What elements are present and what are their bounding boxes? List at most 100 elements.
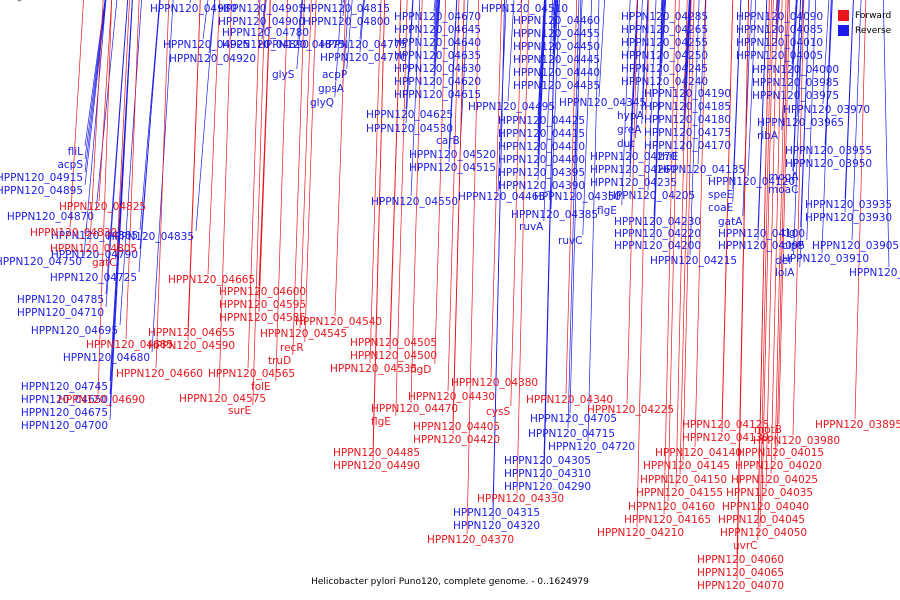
leader-line	[667, 0, 680, 502]
forward-gene-label: HPPN120_04370	[427, 534, 514, 546]
leader-line	[492, 0, 505, 521]
leader-line	[543, 0, 556, 482]
leader-line	[202, 0, 209, 40]
leader-line	[510, 0, 523, 407]
leader-line	[155, 0, 170, 369]
forward-gene-label: HPPN120_04665	[168, 274, 255, 286]
leader-line	[460, 0, 469, 136]
reverse-gene-label: moaC	[768, 184, 798, 196]
reverse-gene-label: HPPN120_04205	[608, 190, 695, 202]
leader-line	[565, 0, 578, 395]
forward-gene-label: HPPN120_04420	[413, 434, 500, 446]
reverse-gene-label: HPPN120_04270	[590, 151, 677, 163]
leader-line	[641, 0, 649, 125]
reverse-gene-label: def	[775, 255, 792, 267]
forward-gene-label: uvrC	[733, 540, 758, 552]
reverse-gene-label: carB	[436, 135, 460, 147]
reverse-gene-label: HPPN120_04175	[644, 127, 731, 139]
leader-line	[433, 0, 439, 64]
leader-line	[776, 0, 789, 448]
leader-line	[372, 0, 386, 461]
leader-line	[550, 0, 560, 210]
forward-gene-label: HPPN120_04535	[330, 363, 417, 375]
reverse-gene-label: HPPN120_04890	[222, 39, 309, 51]
forward-gene-label: HPPN120_04025	[731, 474, 818, 486]
leader-line	[682, 0, 691, 152]
leader-line	[882, 0, 890, 268]
reverse-gene-label: HPPN120_03970	[783, 104, 870, 116]
leader-line	[89, 0, 104, 244]
forward-gene-label: HPPN120_04500	[350, 350, 437, 362]
leader-line	[448, 0, 458, 163]
reverse-gene-label: ribA	[757, 130, 779, 142]
forward-gene-label: HPPN120_04655	[148, 327, 235, 339]
leader-line	[660, 0, 666, 64]
reverse-gene-label: HPPN120_04680	[63, 352, 150, 364]
reverse-gene-label: ruvC	[558, 235, 583, 247]
forward-gene-label: motB	[754, 424, 782, 436]
reverse-gene-label: HPPN120_04675	[21, 407, 108, 419]
reverse-gene-label: HPPN120_04090	[736, 11, 823, 23]
forward-gene-label: HPPN120_04575	[179, 393, 266, 405]
leader-line	[292, 0, 305, 356]
reverse-gene-label: HPPN120_04465	[458, 191, 545, 203]
leader-line	[299, 0, 312, 329]
reverse-gene-label: HPPN120_04745	[21, 381, 108, 393]
leader-line	[793, 0, 804, 256]
leader-line	[433, 0, 440, 77]
leader-line	[598, 0, 605, 98]
leader-line	[433, 0, 439, 51]
leader-line	[105, 0, 129, 308]
leader-line	[497, 0, 507, 192]
leader-line	[537, 0, 546, 142]
leader-line	[187, 0, 201, 341]
leader-line	[359, 0, 365, 53]
reverse-gene-label: tig	[782, 227, 796, 239]
leader-line	[405, 0, 414, 110]
reverse-gene-label: fliL	[68, 146, 84, 158]
reverse-gene-label: HPPN120_04455	[513, 28, 600, 40]
reverse-gene-label: HPPN120_04100	[718, 228, 805, 240]
reverse-gene-label: glyQ	[310, 97, 334, 109]
reverse-gene-label: HPPN120_04650	[21, 394, 108, 406]
leader-line	[582, 0, 593, 236]
leader-line	[765, 0, 778, 488]
forward-gene-label: HPPN120_04805	[50, 243, 137, 255]
leader-line	[151, 0, 174, 353]
forward-gene-label: recR	[280, 342, 304, 354]
reverse-gene-label: HPPN120_04255	[621, 37, 708, 49]
gene-labels: HPPN120_04980HPPN120_04905HPPN120_04900H…	[0, 3, 900, 592]
leader-line	[799, 0, 810, 268]
legend-reverse: Reverse	[838, 23, 891, 38]
forward-gene-label: HPPN120_04505	[350, 337, 437, 349]
leader-line	[369, 0, 382, 364]
reverse-gene-label: HPPN120_04530	[366, 123, 453, 135]
reverse-gene-label: HPPN120_04445	[513, 54, 600, 66]
leader-line	[410, 0, 423, 404]
reverse-gene-label: HPPN120_03905	[812, 240, 899, 252]
reverse-gene-label: HPPN120_04285	[621, 11, 708, 23]
forward-gene-label: HPPN120_03895	[815, 419, 900, 431]
leader-line	[543, 0, 553, 222]
reverse-gene-label: HPPN120_04260	[590, 164, 677, 176]
forward-gene-label: HPPN120_04830	[30, 227, 117, 239]
reverse-gene-label: HPPN120_04010	[736, 37, 823, 49]
reverse-gene-label: mogA	[768, 171, 799, 183]
reverse-gene-label: glyS	[272, 69, 295, 81]
label-leader-lines	[69, 0, 890, 581]
forward-gene-label: HPPN120_04340	[526, 394, 613, 406]
leader-line	[395, 0, 408, 417]
forward-gene-label: HPPN120_04690	[58, 394, 145, 406]
reverse-gene-label: HPPN120_04235	[590, 177, 677, 189]
forward-gene-label: HPPN120_04155	[636, 487, 723, 499]
forward-gene-label: HPPN120_04430	[408, 391, 495, 403]
reverse-gene-label: HPPN120_04895	[0, 185, 83, 197]
leader-line	[621, 0, 631, 206]
reverse-gene-label: HPPN120_04620	[394, 76, 481, 88]
leader-line	[297, 0, 303, 40]
leader-line	[697, 0, 706, 165]
leader-line	[552, 0, 559, 81]
reverse-gene-label: HPPN120_04625	[366, 109, 453, 121]
forward-gene-label: HPPN120_04685	[86, 339, 173, 351]
reverse-gene-label: HPPN120_04630	[394, 63, 481, 75]
